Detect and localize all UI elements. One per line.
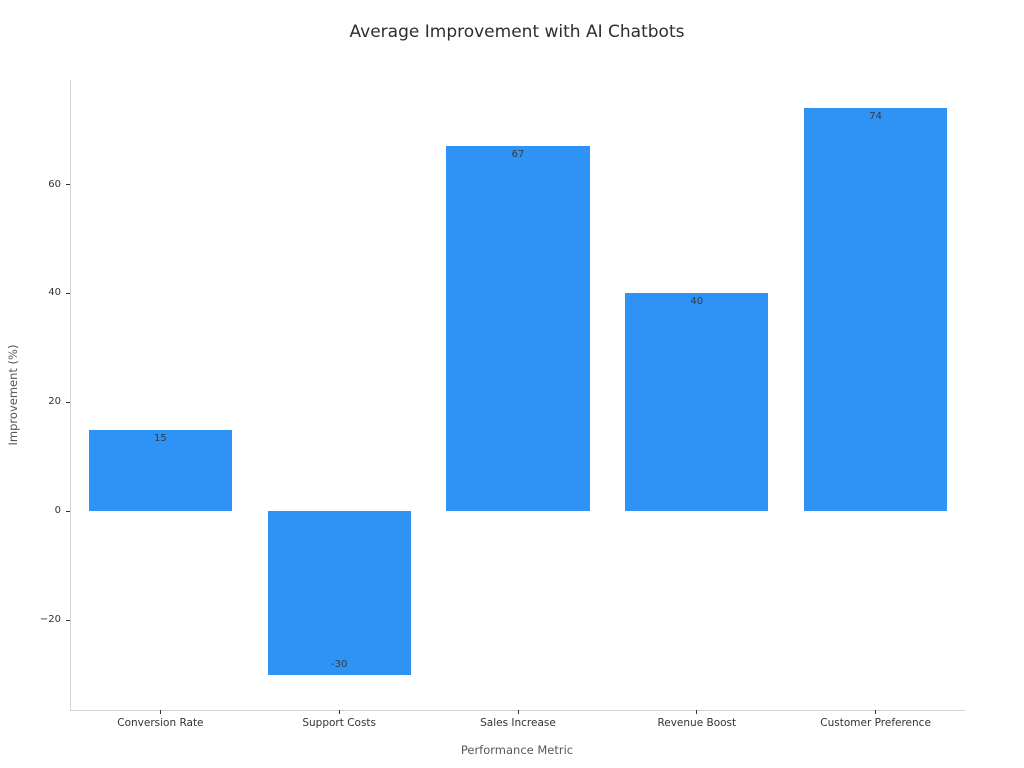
y-tick-mark xyxy=(66,184,70,186)
bar xyxy=(625,293,769,512)
plot-area: −20 0 20 40 60 15 Conversion Rate -30 Support Co… xyxy=(40,80,965,729)
y-tick-label: 0 xyxy=(54,505,61,517)
bar xyxy=(804,108,948,512)
x-tick-mark xyxy=(338,710,340,714)
x-category-label: Customer Preference xyxy=(820,717,931,729)
bar xyxy=(88,429,232,512)
chart-title: Average Improvement with AI Chatbots xyxy=(349,22,685,42)
x-category-label: Support Costs xyxy=(302,717,377,729)
x-tick-mark xyxy=(159,710,161,714)
y-tick-label: 60 xyxy=(48,178,61,190)
bar xyxy=(446,146,590,512)
y-axis-title: Improvement (%) xyxy=(6,344,20,446)
bar-value-label: -30 xyxy=(331,658,348,670)
x-category-label: Sales Increase xyxy=(480,717,556,729)
bar-value-label: 15 xyxy=(154,432,167,444)
x-tick-mark xyxy=(517,710,519,714)
y-tick-mark xyxy=(66,510,70,512)
y-tick-label: 40 xyxy=(48,287,61,299)
bar-value-label: 74 xyxy=(869,111,882,123)
y-tick-mark xyxy=(66,292,70,294)
y-tick-label: −20 xyxy=(39,614,61,626)
bar xyxy=(267,511,411,675)
bar-value-label: 67 xyxy=(511,149,525,161)
x-category-label: Revenue Boost xyxy=(657,717,737,729)
y-tick-mark xyxy=(66,401,70,403)
y-tick-label: 20 xyxy=(48,396,61,408)
bar-value-label: 40 xyxy=(690,296,704,308)
x-category-label: Conversion Rate xyxy=(117,717,204,729)
x-tick-mark xyxy=(875,710,877,714)
x-tick-mark xyxy=(696,710,698,714)
y-tick-mark xyxy=(66,619,70,621)
x-axis-title: Performance Metric xyxy=(460,743,574,757)
